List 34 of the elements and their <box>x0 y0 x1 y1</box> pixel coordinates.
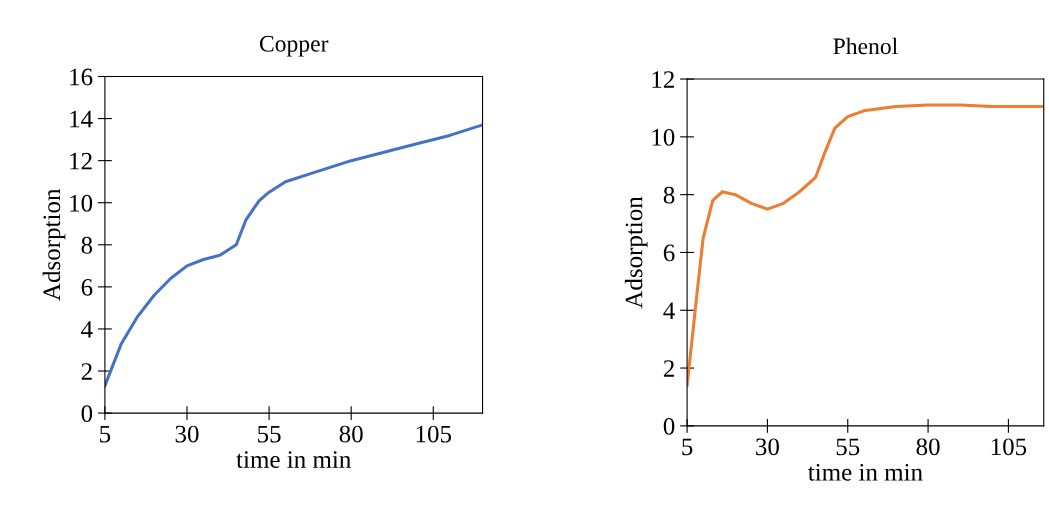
y-axis-title: Adsorption <box>42 188 66 301</box>
x-tick-label: 5 <box>100 425 111 443</box>
y-tick-label: 0 <box>81 405 93 423</box>
y-tick-label: 2 <box>81 363 92 380</box>
x-tick-label: 30 <box>175 425 199 443</box>
y-tick-label: 14 <box>70 110 93 128</box>
y-tick-label: 12 <box>70 152 92 170</box>
x-tick-label: 80 <box>339 425 363 443</box>
y-tick-label: 8 <box>81 236 93 254</box>
x-tick-label: 105 <box>416 425 452 443</box>
y-tick-label: 6 <box>81 278 93 296</box>
y-tick-label: 8 <box>663 186 675 204</box>
y-tick-label: 0 <box>663 417 675 435</box>
line-series <box>104 123 483 388</box>
y-tick-label: 10 <box>70 194 93 212</box>
y-tick-label: 10 <box>652 128 675 146</box>
line-series <box>687 103 1044 387</box>
y-tick-label: 2 <box>663 360 674 377</box>
y-tick-label: 12 <box>652 71 674 88</box>
x-tick-label: 80 <box>916 438 940 456</box>
x-axis-title: time in min <box>808 463 923 481</box>
x-tick-label: 5 <box>682 438 693 456</box>
chart-title: Phenol <box>833 37 898 55</box>
x-tick-label: 55 <box>836 438 860 456</box>
y-tick-label: 4 <box>663 302 675 319</box>
x-tick-label: 30 <box>756 438 779 456</box>
y-axis-title: Adsorption <box>624 196 648 309</box>
y-tick-label: 4 <box>81 321 93 338</box>
y-tick-label: 6 <box>663 244 675 262</box>
x-tick-label: 105 <box>991 438 1027 456</box>
y-tick-label: 16 <box>70 68 93 86</box>
chart-title: Copper <box>259 35 329 57</box>
x-tick-label: 55 <box>258 425 281 443</box>
x-axis-title: time in min <box>236 451 351 468</box>
